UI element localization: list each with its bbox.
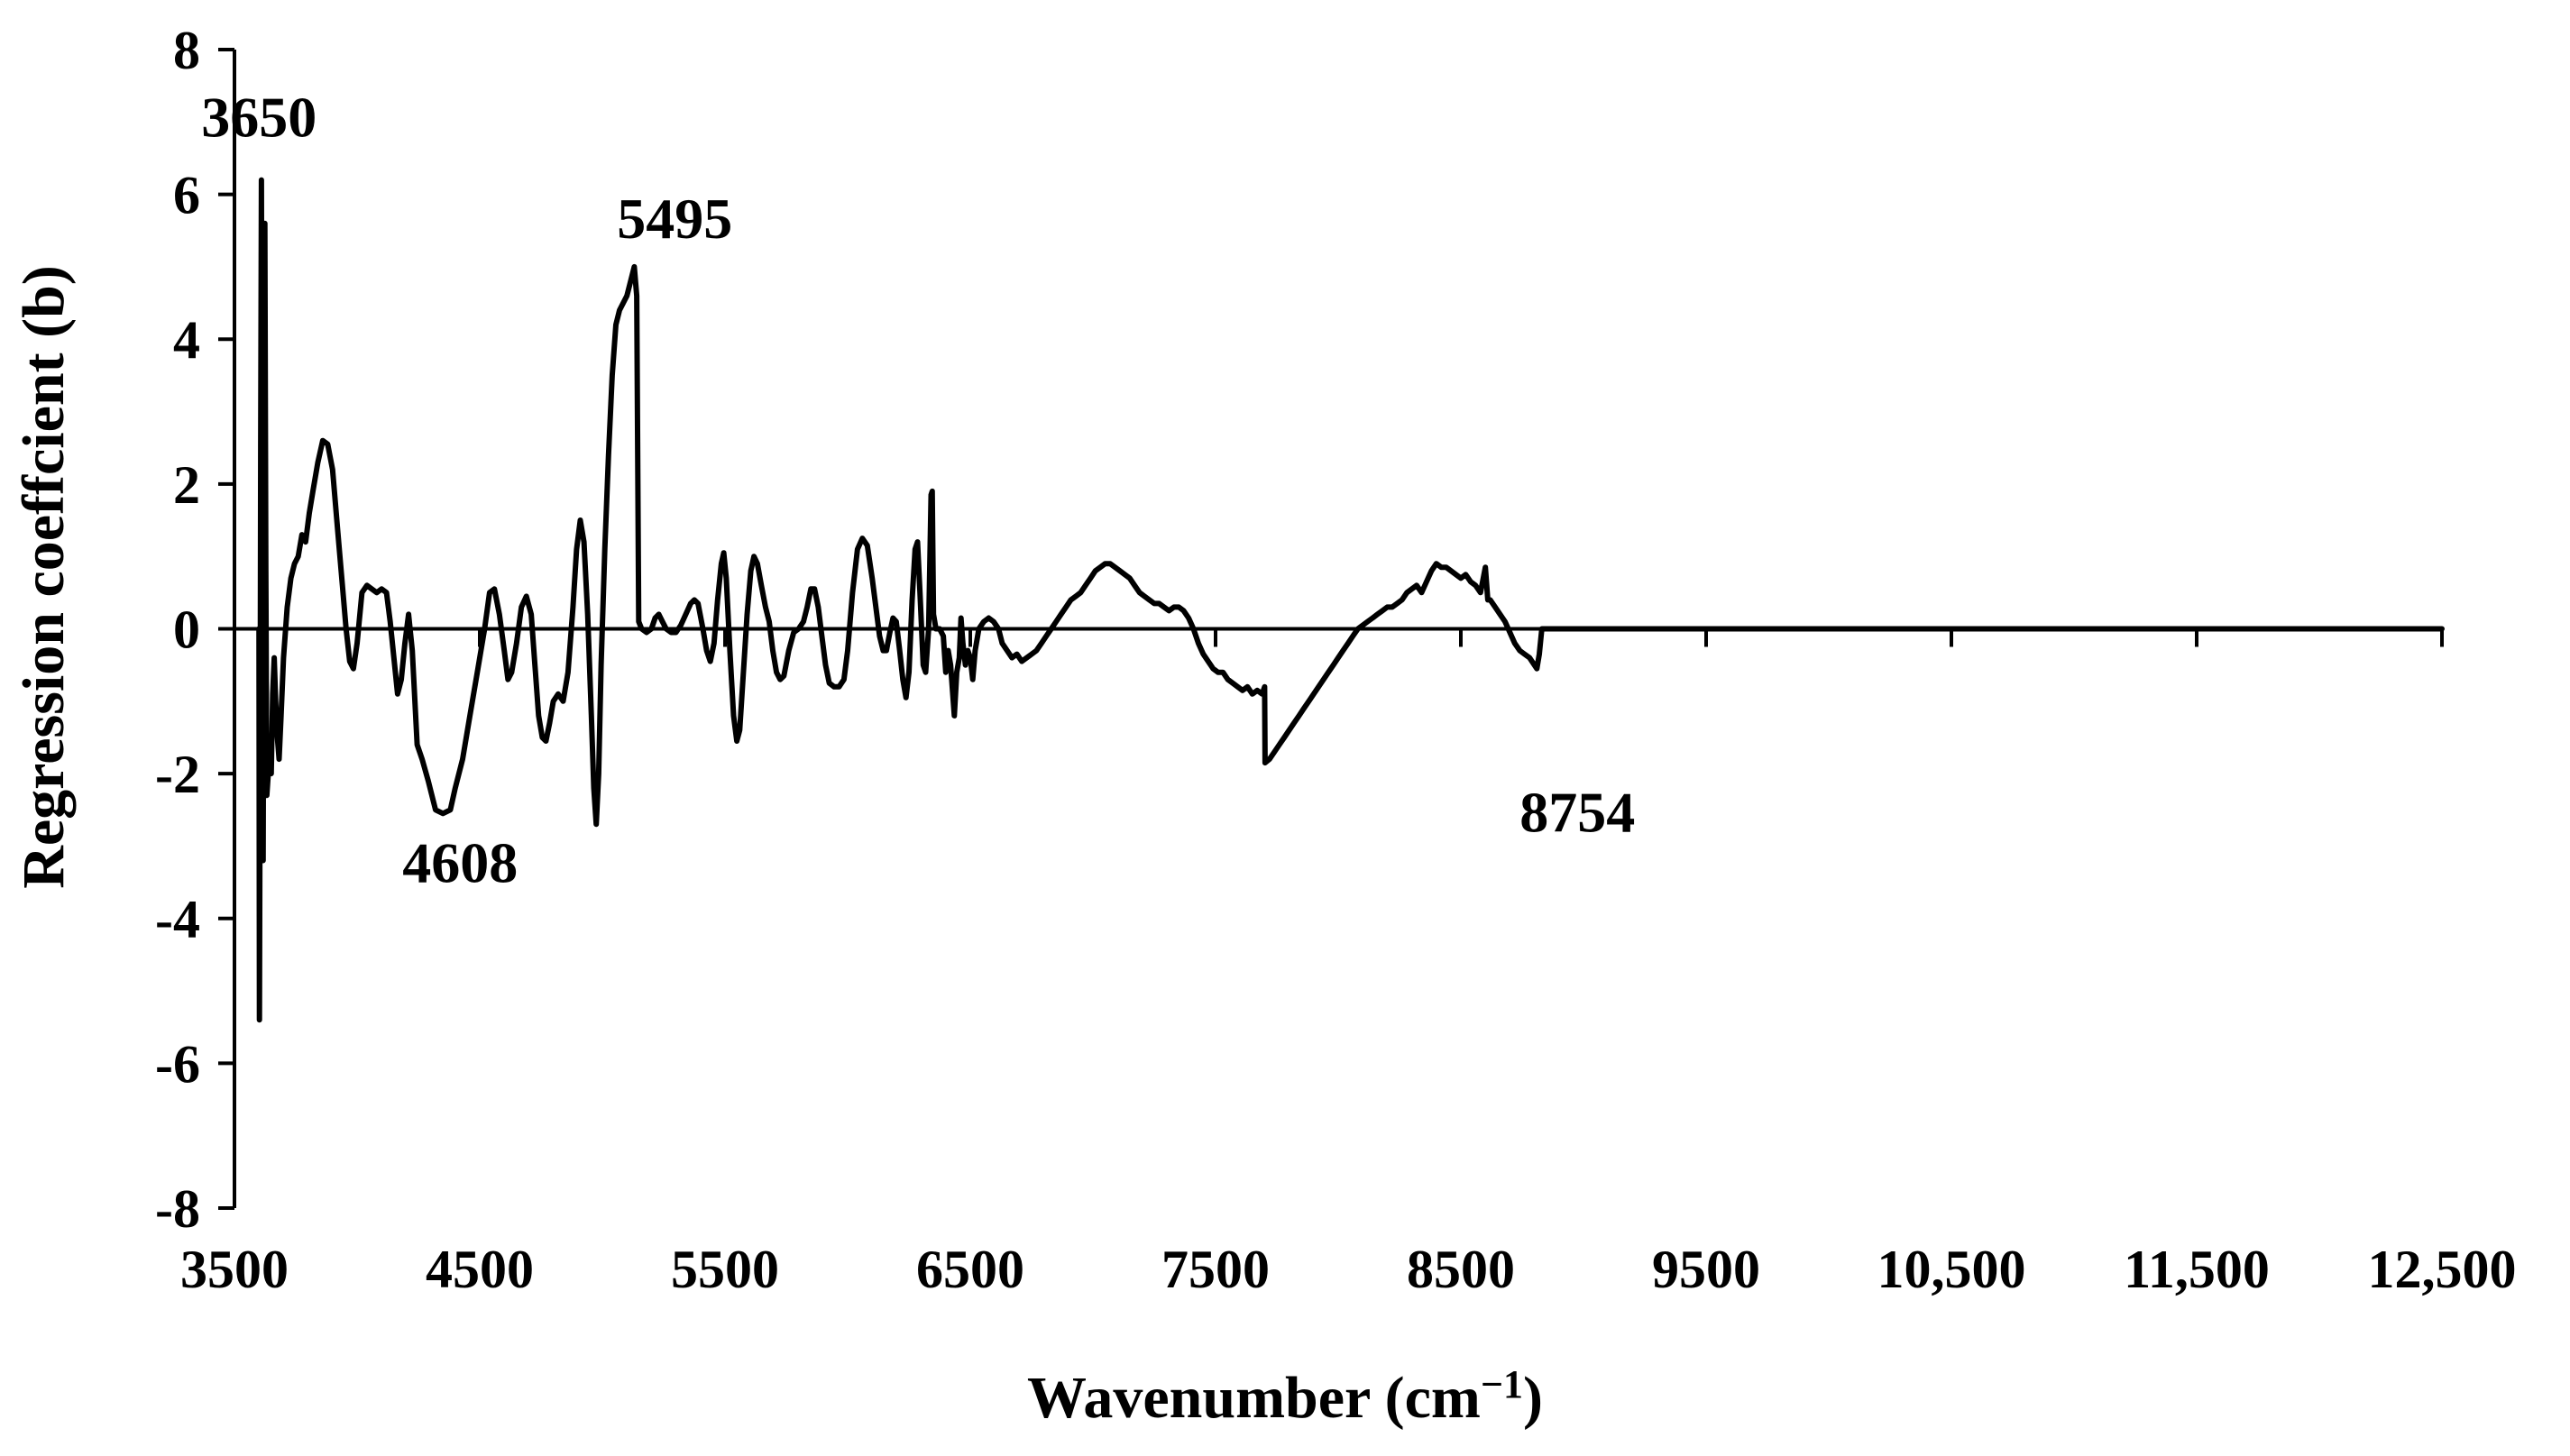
y-tick-label: -8 xyxy=(155,1179,200,1239)
x-axis-title-suffix: ) xyxy=(1523,1365,1543,1431)
x-tick-label: 12,500 xyxy=(2368,1240,2517,1299)
y-axis-title: Regression coeffcient (b) xyxy=(11,265,77,889)
x-tick-label: 11,500 xyxy=(2124,1240,2270,1299)
y-tick-label: -6 xyxy=(155,1034,200,1094)
series-line xyxy=(256,177,2445,1023)
x-tick-label: 10,500 xyxy=(1877,1240,2026,1299)
y-tick-label: -2 xyxy=(155,745,200,804)
y-tick-label: 4 xyxy=(173,310,200,370)
peak-annotation: 3650 xyxy=(201,85,317,149)
x-tick-label: 7500 xyxy=(1161,1240,1270,1299)
y-tick-label: 0 xyxy=(173,600,200,660)
x-axis-title: Wavenumber (cm−1) xyxy=(1027,1362,1543,1431)
x-axis-title-superscript: −1 xyxy=(1481,1362,1523,1406)
x-tick-label: 4500 xyxy=(426,1240,534,1299)
y-tick-label: -4 xyxy=(155,890,200,949)
y-tick-label: 6 xyxy=(173,166,200,225)
peak-annotation: 5495 xyxy=(617,187,732,251)
x-tick-label: 5500 xyxy=(671,1240,779,1299)
x-tick-label: 9500 xyxy=(1652,1240,1760,1299)
peak-annotation: 8754 xyxy=(1519,780,1635,844)
x-axis-title-main: Wavenumber (cm xyxy=(1027,1365,1481,1431)
y-tick-label: 2 xyxy=(173,455,200,515)
peak-annotation: 4608 xyxy=(402,831,518,895)
y-tick-label: 8 xyxy=(173,21,200,80)
x-tick-label: 3500 xyxy=(180,1240,289,1299)
x-tick-label: 8500 xyxy=(1407,1240,1515,1299)
x-tick-label: 6500 xyxy=(916,1240,1024,1299)
